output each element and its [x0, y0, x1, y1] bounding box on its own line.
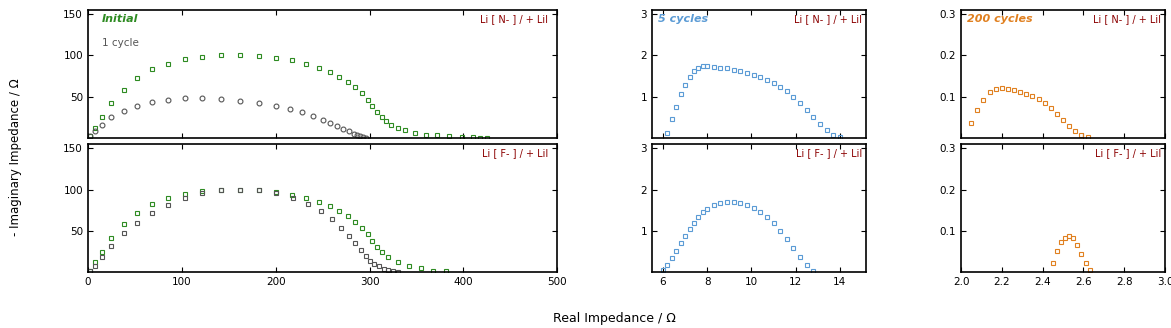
Text: - Imaginary Impedance / Ω: - Imaginary Impedance / Ω — [9, 79, 22, 236]
Text: 200 cycles: 200 cycles — [967, 14, 1033, 24]
Text: 5 cycles: 5 cycles — [658, 14, 708, 24]
Text: Li [ N- ] / + LiI: Li [ N- ] / + LiI — [794, 14, 862, 24]
Text: 1 cycle: 1 cycle — [102, 38, 139, 48]
Text: Li [ N- ] / + LiI: Li [ N- ] / + LiI — [480, 14, 548, 24]
Text: Li [ F- ] / + LiI: Li [ F- ] / + LiI — [796, 148, 862, 158]
Text: Li [ F- ] / + LiI: Li [ F- ] / + LiI — [1095, 148, 1162, 158]
Text: Initial: Initial — [102, 14, 138, 24]
Text: Li [ N- ] / + LiI: Li [ N- ] / + LiI — [1093, 14, 1162, 24]
Text: Li [ F- ] / + LiI: Li [ F- ] / + LiI — [481, 148, 548, 158]
Text: Real Impedance / Ω: Real Impedance / Ω — [554, 312, 676, 325]
